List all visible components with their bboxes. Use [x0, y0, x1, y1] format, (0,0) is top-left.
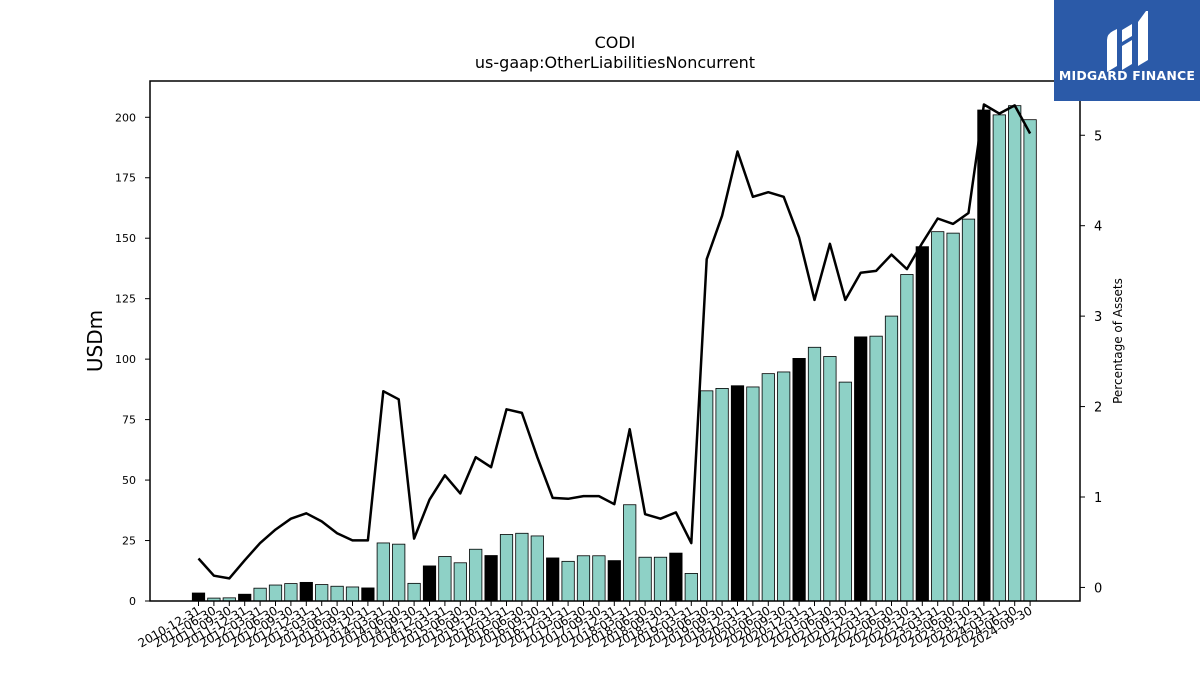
bar	[653, 556, 668, 602]
bar	[376, 542, 390, 602]
bar	[961, 218, 976, 602]
chart-title: CODI	[595, 33, 636, 52]
bar	[946, 232, 960, 602]
bar	[1008, 105, 1022, 602]
line-series	[197, 103, 1032, 580]
bar	[530, 535, 544, 602]
y-tick-label-left: 50	[122, 474, 136, 487]
bar	[777, 371, 791, 602]
chart-subtitle: us-gaap:OtherLiabilitiesNoncurrent	[475, 53, 755, 72]
bar	[330, 585, 344, 602]
x-axis-ticks: 2010-12-312011-06-302011-09-302011-12-31…	[136, 601, 1035, 650]
bar	[992, 114, 1006, 602]
bar	[284, 583, 298, 602]
bar	[438, 556, 452, 602]
bar	[730, 385, 745, 602]
logo-text: MIDGARD FINANCE	[1058, 68, 1196, 83]
y-tick-label-left: 150	[115, 232, 136, 245]
bar	[884, 315, 899, 602]
y-tick-label-right: 2	[1094, 401, 1102, 416]
line-path	[197, 103, 1032, 580]
y-axis-ticks-right: 0 1 2 3 4 5	[1080, 129, 1102, 596]
bar	[792, 358, 806, 602]
y-tick-label-right: 3	[1094, 310, 1102, 325]
y-axis-label-left: USDm	[83, 310, 107, 372]
bar	[838, 381, 852, 602]
bar	[561, 560, 575, 602]
bar	[700, 390, 714, 602]
bar	[361, 587, 375, 602]
bar	[869, 335, 883, 602]
bar	[900, 274, 914, 602]
bar	[669, 552, 683, 602]
y-tick-label-right: 1	[1094, 491, 1102, 506]
bar	[1023, 119, 1037, 602]
bar	[977, 109, 991, 602]
y-tick-label-right: 5	[1094, 129, 1102, 144]
bar	[607, 560, 621, 602]
bar	[453, 562, 467, 602]
y-tick-label-right: 4	[1094, 220, 1102, 235]
bar	[253, 587, 267, 602]
bar	[623, 504, 637, 602]
y-axis-label-right: Percentage of Assets	[1111, 278, 1125, 404]
bar-series	[191, 105, 1037, 602]
y-axis-ticks-left: 0 25 50 75 100 125 150 175 200	[115, 111, 150, 608]
bar	[638, 556, 652, 602]
bar	[484, 555, 498, 602]
bar	[854, 336, 868, 602]
y-tick-label-left: 175	[115, 172, 136, 185]
bar	[931, 231, 945, 602]
bar	[761, 373, 775, 602]
y-tick-label-left: 125	[115, 293, 136, 306]
y-tick-label-left: 200	[115, 111, 136, 124]
plot-frame	[149, 80, 1081, 602]
logo: MIDGARD FINANCE	[1054, 0, 1200, 101]
bar	[592, 555, 606, 602]
bar	[299, 581, 313, 602]
bar	[546, 557, 560, 602]
bar	[191, 592, 206, 602]
y-tick-label-left: 25	[122, 535, 136, 548]
bar	[684, 573, 698, 602]
bar	[422, 565, 437, 602]
bar	[515, 532, 529, 602]
bar	[469, 548, 483, 602]
axes	[149, 80, 1081, 602]
bar	[238, 593, 252, 602]
y-tick-label-right: 0	[1094, 581, 1102, 596]
bar	[576, 555, 591, 602]
bar	[392, 543, 406, 602]
bar	[499, 534, 514, 602]
bar	[315, 584, 329, 602]
bar	[715, 388, 729, 602]
bar	[823, 356, 837, 602]
bar	[746, 386, 760, 602]
bar	[268, 584, 283, 602]
y-tick-label-left: 0	[129, 595, 136, 608]
y-tick-label-left: 100	[115, 353, 136, 366]
bar	[807, 346, 822, 602]
bar	[915, 246, 929, 602]
bar	[345, 586, 360, 602]
y-tick-label-left: 75	[122, 414, 136, 427]
bar	[407, 582, 421, 602]
midgard-logo-icon	[1107, 11, 1148, 72]
